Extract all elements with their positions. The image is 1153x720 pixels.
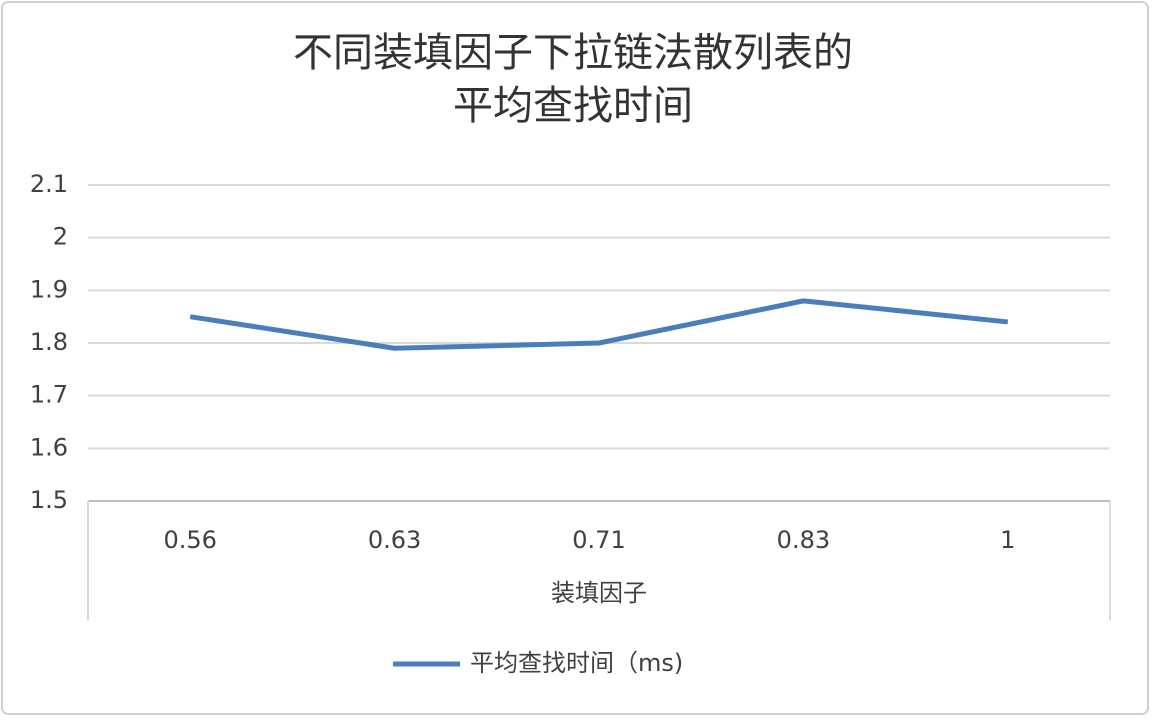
y-tick-label: 1.5 [30,486,68,514]
series-line [189,298,1009,351]
x-tick-label: 0.71 [572,526,625,554]
x-tick-label: 1 [1000,526,1015,554]
y-tick-label: 1.6 [30,433,68,461]
x-tick-label: 0.83 [777,526,830,554]
x-tick-label: 0.56 [163,526,216,554]
y-tick-label: 2 [53,223,68,251]
y-tick-label: 1.8 [30,328,68,356]
chart-title: 平均查找时间 [453,83,693,129]
legend-label: 平均查找时间（ms) [470,649,683,677]
y-tick-label: 2.1 [30,170,68,198]
x-axis-label: 装填因子 [551,579,647,607]
chart-title: 不同装填因子下拉链法散列表的 [293,30,853,76]
x-tick-label: 0.63 [368,526,421,554]
y-tick-label: 1.7 [30,381,68,409]
y-tick-label: 1.9 [30,275,68,303]
